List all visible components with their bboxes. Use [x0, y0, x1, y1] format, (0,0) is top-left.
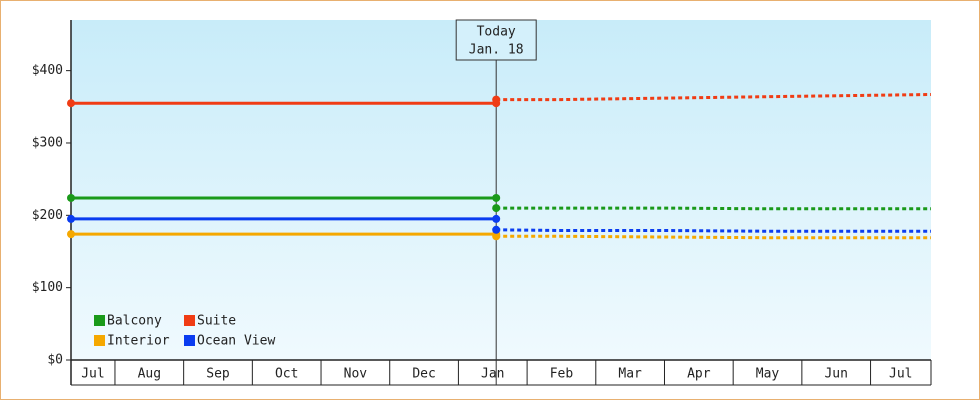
x-tick-label: Feb [550, 367, 574, 382]
point [492, 193, 501, 202]
x-tick-label: Nov [344, 367, 368, 382]
y-tick-label: $400 [32, 63, 63, 78]
x-tick-label: Apr [687, 367, 711, 382]
y-tick-label: $0 [47, 353, 63, 368]
x-tick-label: Jun [824, 367, 847, 382]
legend-label: Interior [107, 334, 170, 349]
y-tick-label: $200 [32, 208, 63, 223]
x-tick-label: Jul [889, 367, 912, 382]
y-tick-label: $300 [32, 135, 63, 150]
plot-area [71, 20, 931, 360]
legend-label: Balcony [107, 314, 162, 329]
point [67, 214, 75, 223]
today-label: Today [477, 25, 516, 40]
forecast-line [496, 206, 931, 211]
legend-swatch [184, 335, 195, 346]
point [67, 230, 75, 239]
x-tick-label: Dec [412, 367, 435, 382]
legend-label: Suite [197, 314, 236, 329]
forecast-point [492, 95, 501, 104]
x-tick-label: Jul [81, 367, 104, 382]
forecast-point [492, 204, 501, 213]
forecast-line [496, 234, 931, 240]
x-tick-label: Oct [275, 367, 298, 382]
today-date: Jan. 18 [469, 43, 524, 58]
legend-swatch [94, 335, 105, 346]
point [67, 99, 75, 108]
forecast-line [496, 93, 932, 102]
y-tick-label: $100 [32, 280, 63, 295]
point [492, 214, 501, 223]
x-tick-label: Aug [138, 367, 161, 382]
legend-swatch [184, 315, 195, 326]
x-tick-label: Mar [618, 367, 642, 382]
today-box [455, 19, 537, 61]
forecast-point [492, 232, 501, 241]
point [67, 193, 75, 202]
forecast-line [496, 228, 931, 233]
forecast-point [492, 225, 501, 234]
legend-swatch [94, 315, 105, 326]
x-tick-label: Jan [481, 367, 504, 382]
x-tick-label: May [756, 367, 780, 382]
legend-label: Ocean View [197, 334, 275, 349]
x-tick-label: Sep [206, 367, 230, 382]
